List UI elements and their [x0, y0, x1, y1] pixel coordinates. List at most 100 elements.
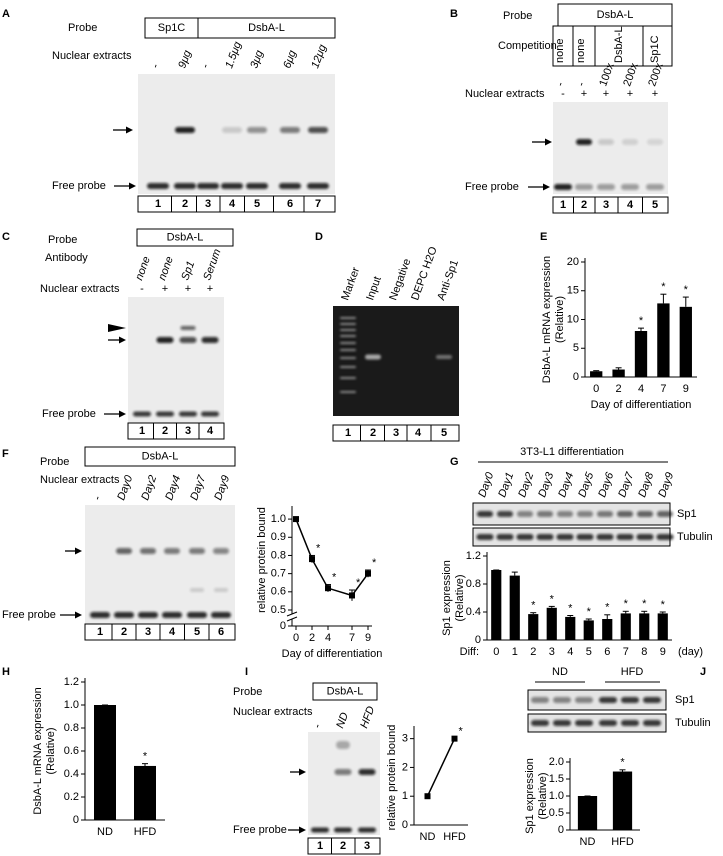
arrow-head	[75, 611, 82, 619]
panel-letter: F	[2, 448, 9, 460]
blot-title: 3T3-L1 differentiation	[520, 446, 624, 458]
x-tick-label: 8	[641, 646, 647, 658]
lane-label: Day7	[616, 470, 636, 499]
y-tick-label: 5	[573, 342, 579, 354]
x-axis-label: Day of differentiation	[282, 648, 383, 660]
lane-label: 3μg	[248, 48, 266, 70]
bar	[546, 607, 557, 640]
arrow-head	[543, 183, 550, 191]
lane-label: Day1	[496, 471, 516, 499]
lane-label: -	[554, 80, 567, 88]
y-tick-label: 0.5	[271, 604, 286, 616]
band	[214, 588, 228, 592]
gel	[333, 306, 459, 416]
sign: +	[162, 283, 168, 295]
band	[340, 329, 356, 331]
label: Nuclear extracts	[233, 706, 313, 718]
label: Free probe	[2, 609, 56, 621]
band	[156, 337, 174, 343]
lane-number-box	[332, 424, 460, 442]
y-axis-label: Sp1 expression	[441, 560, 453, 636]
significance: *	[620, 757, 625, 769]
band	[179, 337, 197, 343]
panel-letter: C	[2, 231, 10, 243]
bar	[528, 614, 539, 640]
y-axis-label: DsbA-L mRNA expression	[32, 687, 44, 814]
y-tick-label: 0.6	[271, 586, 286, 598]
arrow-head	[126, 126, 133, 134]
y-axis-label: DsbA-L mRNA expression	[541, 256, 553, 383]
lane-label: HFD	[358, 705, 377, 730]
label: Competition	[498, 40, 557, 52]
y-tick-label: 0.9	[271, 531, 286, 543]
group-box	[84, 446, 236, 467]
lane-label: Day9	[212, 474, 232, 502]
arrow-head	[119, 410, 126, 418]
band	[616, 534, 634, 540]
x-tick-label: 0	[593, 383, 599, 395]
band	[657, 511, 673, 517]
band	[179, 411, 197, 417]
lane-number: 1	[560, 199, 566, 211]
lane-number: 3	[603, 199, 609, 211]
significance: *	[661, 599, 666, 611]
x-tick-label: 0	[493, 646, 499, 658]
lane-number: 7	[315, 198, 321, 210]
y-tick-label: 0	[573, 371, 579, 383]
x-tick-label: 4	[325, 632, 331, 644]
lane-number: 1	[139, 425, 145, 437]
x-tick-label: ND	[97, 826, 113, 838]
lane-label: Marker	[339, 265, 362, 302]
x-tick-label: 6	[604, 646, 610, 658]
band	[114, 612, 134, 618]
lane-label: 6μg	[281, 48, 299, 70]
lane-label: 100x	[597, 61, 617, 88]
group-box	[136, 228, 234, 247]
band	[156, 411, 174, 417]
x-tick-label: 9	[365, 632, 371, 644]
band	[557, 511, 573, 517]
label: Nuclear extracts	[465, 88, 545, 100]
band	[496, 534, 514, 540]
blot	[527, 713, 667, 733]
band	[575, 184, 593, 190]
significance: *	[605, 602, 610, 614]
band	[340, 323, 356, 325]
bar	[639, 613, 650, 640]
lane-number: 3	[364, 840, 370, 852]
bar	[509, 575, 520, 640]
band	[643, 720, 661, 726]
band	[576, 534, 594, 540]
group-label: DsbA-L	[142, 450, 179, 462]
panel-letter: I	[245, 666, 248, 678]
y-tick-label: 0	[73, 814, 79, 826]
bar	[612, 771, 633, 830]
x-tick-label: 7	[623, 646, 629, 658]
band	[556, 534, 574, 540]
lane-label: Day4	[556, 471, 576, 499]
band	[358, 769, 376, 775]
band	[554, 184, 572, 190]
lane-number: 4	[207, 425, 214, 437]
significance: *	[316, 542, 321, 554]
lane-number: 3	[205, 198, 211, 210]
label: Probe	[40, 456, 69, 468]
band	[599, 720, 617, 726]
band	[365, 354, 381, 360]
bar	[590, 371, 603, 377]
significance: *	[459, 726, 464, 738]
bar	[602, 619, 613, 640]
label: Nuclear extracts	[40, 283, 120, 295]
axis-break	[287, 614, 297, 619]
bar	[583, 620, 594, 640]
band	[133, 411, 151, 417]
band	[162, 612, 182, 618]
gel	[138, 74, 335, 194]
group-label: HFD	[621, 666, 644, 678]
y-axis-label: (Relative)	[454, 574, 466, 621]
band	[621, 184, 639, 190]
x-tick-label: 2	[309, 632, 315, 644]
lane-number-box	[552, 196, 669, 214]
sign: +	[603, 88, 609, 100]
